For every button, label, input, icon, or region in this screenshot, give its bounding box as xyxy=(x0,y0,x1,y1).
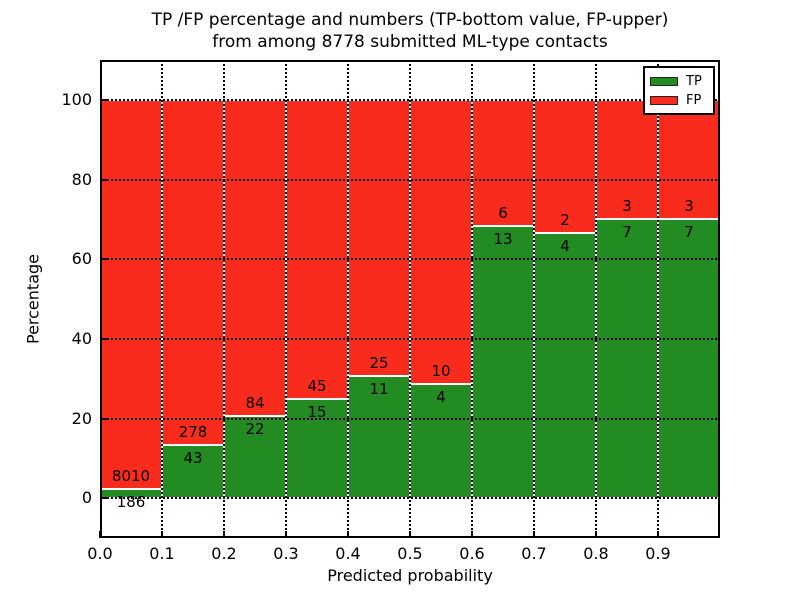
legend-label-fp: FP xyxy=(686,92,702,108)
fp-count-label: 25 xyxy=(369,354,389,373)
fp-bar-segment xyxy=(658,99,720,220)
x-tick-mark xyxy=(347,531,349,538)
x-tick-label: 0.6 xyxy=(459,544,485,563)
x-tick-mark xyxy=(99,531,101,538)
x-tick-label: 0.2 xyxy=(211,544,237,563)
x-tick-label: 0.3 xyxy=(273,544,299,563)
fp-bar-segment xyxy=(348,99,410,377)
x-tick-label: 0.8 xyxy=(583,544,609,563)
fp-count-label: 3 xyxy=(684,197,694,216)
vertical-gridline xyxy=(595,60,597,538)
y-tick-mark xyxy=(100,258,107,261)
vertical-gridline xyxy=(161,60,163,538)
x-tick-label: 0.1 xyxy=(149,544,175,563)
x-tick-mark xyxy=(657,531,659,538)
fp-count-label: 278 xyxy=(178,422,208,441)
x-tick-label: 0.5 xyxy=(397,544,423,563)
vertical-gridline xyxy=(533,60,535,538)
horizontal-gridline xyxy=(100,417,720,420)
tp-count-label: 13 xyxy=(493,229,513,248)
y-tick-label: 20 xyxy=(71,408,92,428)
x-tick-mark xyxy=(161,531,163,538)
fp-count-label: 6 xyxy=(498,203,508,222)
horizontal-gridline xyxy=(100,258,720,261)
fp-count-label: 45 xyxy=(307,376,327,395)
legend-item-tp: TP xyxy=(650,72,708,91)
x-tick-mark xyxy=(285,531,287,538)
y-tick-label: 100 xyxy=(61,89,92,109)
x-tick-mark xyxy=(471,531,473,538)
tp-bar-segment xyxy=(162,444,224,499)
y-tick-mark xyxy=(100,417,107,420)
fp-count-label: 3 xyxy=(622,197,632,216)
vertical-gridline xyxy=(409,60,411,538)
tp-count-label: 22 xyxy=(245,419,265,438)
tp-count-label: 43 xyxy=(183,448,203,467)
fp-bar-segment xyxy=(100,99,162,490)
fp-count-label: 84 xyxy=(245,393,265,412)
tp-bar-segment xyxy=(472,225,534,499)
tp-swatch-icon xyxy=(650,77,678,86)
chart-title-line2: from among 8778 submitted ML-type contac… xyxy=(212,32,608,52)
tp-count-label: 7 xyxy=(684,223,694,242)
x-tick-mark xyxy=(409,531,411,538)
legend-item-fp: FP xyxy=(650,91,708,110)
chart-title-line1: TP /FP percentage and numbers (TP-bottom… xyxy=(151,10,669,30)
vertical-gridline xyxy=(285,60,287,538)
vertical-gridline xyxy=(657,60,659,538)
y-tick-label: 80 xyxy=(71,169,92,189)
x-tick-mark xyxy=(595,531,597,538)
fp-count-label: 10 xyxy=(431,362,451,381)
tp-count-label: 4 xyxy=(560,236,570,255)
horizontal-gridline xyxy=(100,337,720,340)
y-tick-mark xyxy=(100,337,107,340)
horizontal-gridline xyxy=(100,98,720,101)
fp-bar-segment xyxy=(162,99,224,445)
vertical-gridline xyxy=(223,60,225,538)
x-tick-label: 0.7 xyxy=(521,544,547,563)
x-tick-mark xyxy=(533,531,535,538)
y-tick-label: 0 xyxy=(81,488,92,508)
y-tick-mark xyxy=(100,178,107,181)
x-tick-label: 0.0 xyxy=(87,544,113,563)
y-tick-label: 60 xyxy=(71,249,92,269)
legend: TP FP xyxy=(643,66,715,115)
fp-swatch-icon xyxy=(650,96,678,105)
fp-bar-segment xyxy=(224,99,286,416)
tp-count-label: 15 xyxy=(307,402,327,421)
tp-bar-segment xyxy=(596,219,658,499)
legend-label-tp: TP xyxy=(686,73,702,89)
y-tick-mark xyxy=(100,497,107,500)
plot-area: 8010 186 278 43 84 22 45 15 25 11 10 4 6 13 2 4 3 7 3 7 xyxy=(99,60,720,538)
fp-count-label: 8010 xyxy=(111,467,151,486)
x-tick-mark xyxy=(223,531,225,538)
tp-count-label: 186 xyxy=(116,493,146,512)
tp-count-label: 4 xyxy=(436,388,446,407)
x-tick-label: 0.4 xyxy=(335,544,361,563)
fp-count-label: 2 xyxy=(560,210,570,229)
tp-bar-segment xyxy=(534,232,596,499)
vertical-gridline xyxy=(471,60,473,538)
vertical-gridline xyxy=(347,60,349,538)
fp-bar-segment xyxy=(410,99,472,385)
fp-bar-segment xyxy=(286,99,348,399)
horizontal-gridline xyxy=(100,497,720,500)
tp-count-label: 7 xyxy=(622,223,632,242)
y-tick-label: 40 xyxy=(71,328,92,348)
x-axis-label: Predicted probability xyxy=(327,566,493,585)
x-tick-label: 0.9 xyxy=(645,544,671,563)
tp-bar-segment xyxy=(658,219,720,499)
horizontal-gridline xyxy=(100,178,720,181)
tp-count-label: 11 xyxy=(369,380,389,399)
y-tick-mark xyxy=(100,98,107,101)
